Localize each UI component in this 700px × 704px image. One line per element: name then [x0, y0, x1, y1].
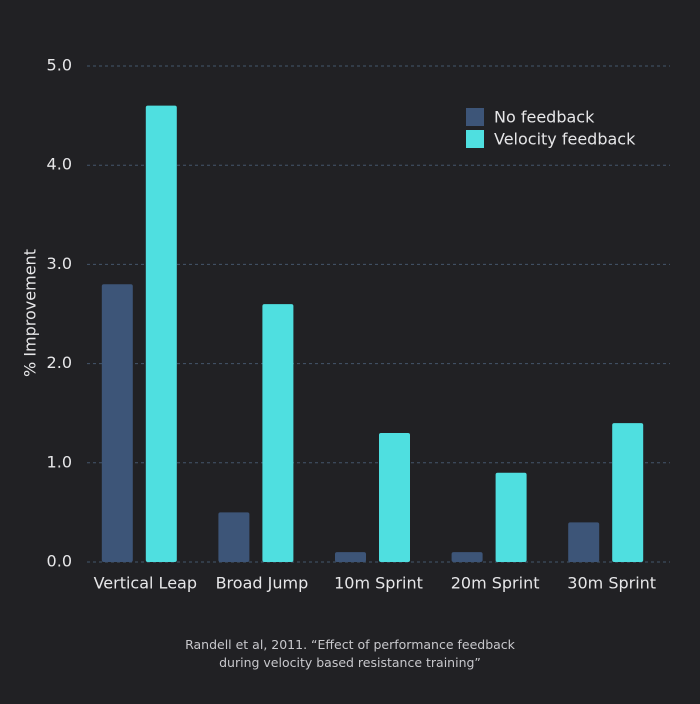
bars — [101, 105, 644, 563]
bar-no-feedback — [335, 552, 366, 562]
bar-velocity-feedback — [379, 433, 410, 562]
legend-swatch-no-feedback — [466, 108, 484, 126]
legend-label-velocity-feedback: Velocity feedback — [494, 130, 636, 149]
y-tick-label: 0.0 — [47, 552, 72, 571]
x-tick-label: 10m Sprint — [334, 574, 423, 593]
legend: No feedback Velocity feedback — [466, 108, 636, 149]
legend-label-no-feedback: No feedback — [494, 108, 595, 127]
bar-velocity-feedback — [262, 304, 294, 562]
y-axis-label: % Improvement — [21, 249, 40, 377]
grid-lines — [87, 65, 670, 563]
y-tick-label: 2.0 — [47, 353, 72, 372]
bar-no-feedback — [451, 552, 483, 562]
y-tick-label: 4.0 — [47, 155, 72, 174]
bar-velocity-feedback — [495, 472, 527, 562]
x-tick-label: 30m Sprint — [567, 574, 656, 593]
y-tick-label: 3.0 — [47, 254, 72, 273]
y-tick-label: 5.0 — [47, 56, 72, 75]
x-tick-label: 20m Sprint — [451, 574, 540, 593]
bar-velocity-feedback — [612, 423, 644, 562]
bar-no-feedback — [218, 512, 250, 562]
x-tick-label: Vertical Leap — [94, 574, 197, 593]
bar-velocity-feedback — [145, 105, 177, 563]
bar-no-feedback — [101, 284, 133, 562]
x-tick-label: Broad Jump — [216, 574, 309, 593]
bar-no-feedback — [568, 522, 600, 562]
legend-swatch-velocity-feedback — [466, 130, 484, 148]
y-tick-label: 1.0 — [47, 452, 72, 471]
caption-line-1: Randell et al, 2011. “Effect of performa… — [185, 637, 515, 652]
x-axis-ticks: Vertical Leap Broad Jump 10m Sprint 20m Spr… — [94, 574, 657, 593]
figure-caption: Randell et al, 2011. “Effect of performa… — [0, 636, 700, 672]
y-axis-ticks: 0.0 1.0 2.0 3.0 4.0 5.0 — [47, 56, 72, 571]
caption-line-2: during velocity based resistance trainin… — [219, 655, 481, 670]
